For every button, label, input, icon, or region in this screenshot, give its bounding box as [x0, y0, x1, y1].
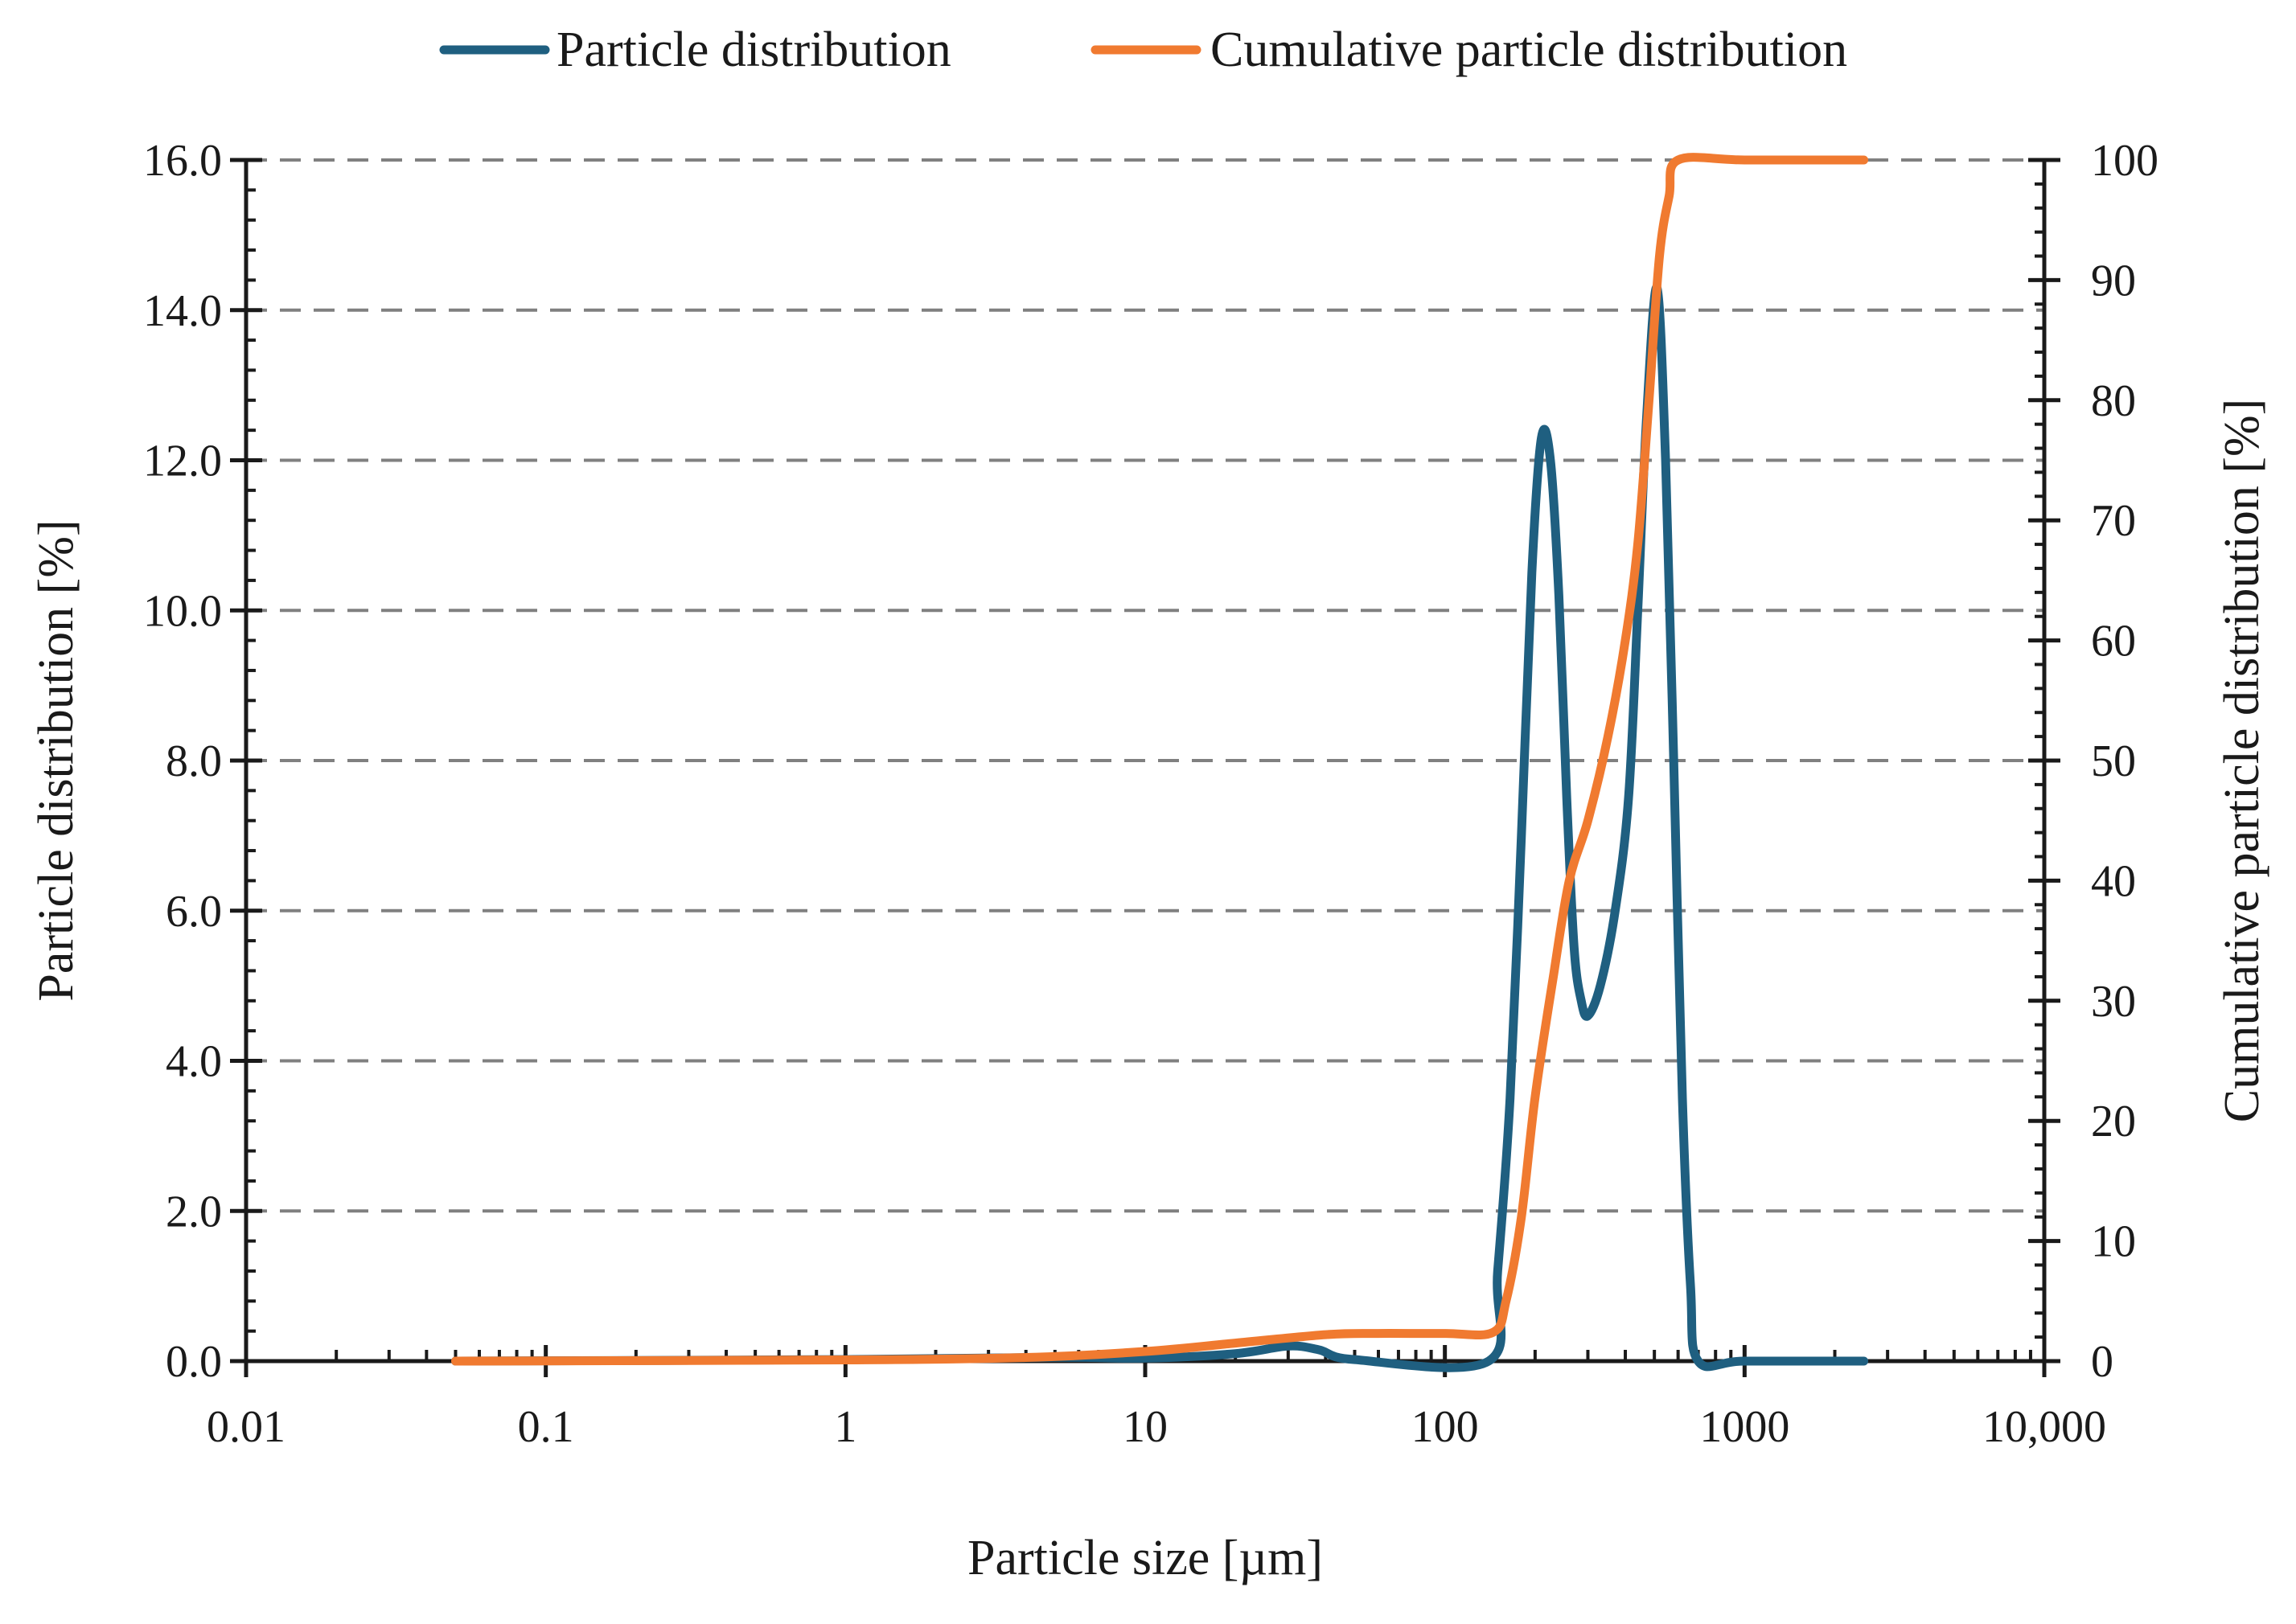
y2-tick-label: 50 [2091, 736, 2136, 786]
x-tick-label: 1 [834, 1402, 856, 1452]
y-tick-label: 0.0 [166, 1337, 222, 1387]
series-line-0 [451, 283, 1869, 1372]
y-tick-label: 10.0 [143, 586, 222, 636]
y2-tick-label: 0 [2091, 1337, 2113, 1387]
y2-tick-label: 40 [2091, 856, 2136, 906]
legend-label-0: Particle distribution [557, 23, 951, 77]
x-tick-label: 10,000 [1982, 1402, 2106, 1452]
y2-tick-label: 90 [2091, 256, 2136, 306]
y-tick-label: 4.0 [166, 1037, 222, 1087]
x-tick-label: 0.01 [207, 1402, 285, 1452]
axes: 0.0 2.0 4.0 6.0 8.0 10.0 12.0 14.0 16.0 0 10 20 30 40… [143, 136, 2158, 1452]
y2-axis-title: Cumulative particle distribution [%] [2215, 399, 2269, 1123]
x-tick-label: 0.1 [518, 1402, 574, 1452]
y2-tick-label: 20 [2091, 1097, 2136, 1146]
y2-tick-label: 100 [2091, 136, 2158, 186]
y-tick-label: 6.0 [166, 887, 222, 937]
grid-lines [246, 158, 2044, 1213]
y-tick-label: 12.0 [143, 437, 222, 486]
x-axis-title: Particle size [µm] [967, 1531, 1323, 1585]
y2-tick-label: 10 [2091, 1217, 2136, 1267]
x-tick-label: 100 [1411, 1402, 1479, 1452]
y2-tick-label: 80 [2091, 376, 2136, 426]
series-lines [451, 153, 1869, 1372]
y-tick-label: 2.0 [166, 1187, 222, 1236]
legend: Particle distribution Cumulative particle… [439, 23, 1847, 77]
y-tick-label: 14.0 [143, 286, 222, 336]
x-tick-label: 1000 [1699, 1402, 1789, 1452]
legend-label-1: Cumulative particle distribution [1210, 23, 1847, 77]
y-tick-label: 8.0 [166, 736, 222, 786]
y2-tick-label: 60 [2091, 617, 2136, 666]
y2-tick-label: 30 [2091, 977, 2136, 1027]
y-tick-label: 16.0 [143, 136, 222, 186]
y2-tick-label: 70 [2091, 496, 2136, 546]
series-line-1 [451, 153, 1869, 1366]
y-axis-title: Particle distribution [%] [29, 519, 84, 1001]
x-tick-label: 10 [1123, 1402, 1168, 1452]
